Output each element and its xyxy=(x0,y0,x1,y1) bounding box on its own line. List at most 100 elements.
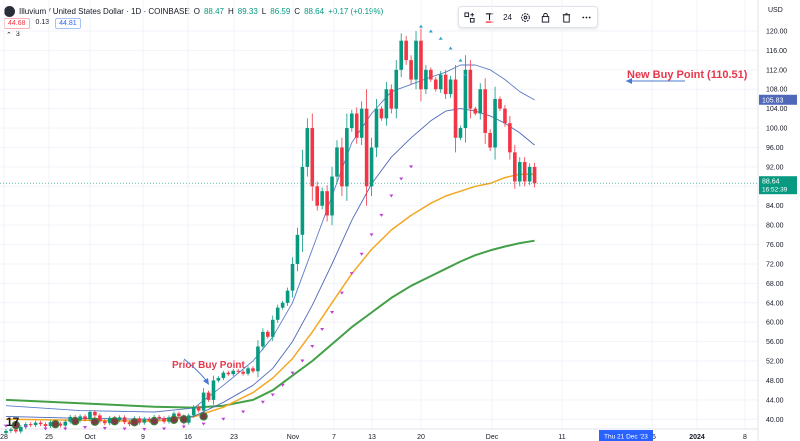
more-options-icon[interactable] xyxy=(580,10,594,24)
candle-body[interactable] xyxy=(107,417,112,424)
candle-body[interactable] xyxy=(354,113,359,138)
price-axis[interactable]: 40.00 44.00 48.00 52.00 56.00 60.00 64.00 68.00… xyxy=(766,28,788,423)
candle-body[interactable] xyxy=(14,429,18,432)
candle-body[interactable] xyxy=(241,371,245,374)
time-axis[interactable]: 2825Oct91623Nov71320Dec112520248Thu 21 D… xyxy=(0,430,747,441)
candle-body[interactable] xyxy=(414,40,418,80)
indicator-toggle[interactable]: ⌃ 3 xyxy=(6,31,20,39)
candle-body[interactable] xyxy=(513,152,517,182)
candle-body[interactable] xyxy=(103,421,107,424)
candle-body[interactable] xyxy=(409,60,413,80)
candle-body[interactable] xyxy=(137,418,142,423)
width-value[interactable]: 24 xyxy=(503,12,512,22)
settings-gear-icon[interactable] xyxy=(518,10,532,24)
candle-body[interactable] xyxy=(532,166,537,184)
candle-body[interactable] xyxy=(206,392,211,400)
buy-button[interactable]: 44.81 xyxy=(55,18,81,29)
candle-body[interactable] xyxy=(246,368,250,374)
candle-body[interactable] xyxy=(473,108,478,114)
candle-body[interactable] xyxy=(522,162,527,182)
candle-body[interactable] xyxy=(122,417,127,423)
candle-body[interactable] xyxy=(196,407,201,411)
candle-body[interactable] xyxy=(43,424,48,427)
candle-body[interactable] xyxy=(147,418,152,421)
candle-body[interactable] xyxy=(162,418,166,422)
prior-buy-point-label[interactable]: Prior Buy Point xyxy=(172,360,245,371)
candle-body[interactable] xyxy=(359,108,364,138)
candle-body[interactable] xyxy=(369,147,374,187)
candle-body[interactable] xyxy=(433,79,438,90)
candle-body[interactable] xyxy=(305,128,310,167)
candle-body[interactable] xyxy=(290,263,295,291)
candle-body[interactable] xyxy=(186,415,191,423)
candle-body[interactable] xyxy=(38,422,43,425)
candle-body[interactable] xyxy=(527,166,532,182)
new-buy-point-label[interactable]: New Buy Point (110.51) xyxy=(627,69,748,81)
candle-body[interactable] xyxy=(93,412,97,416)
candle-body[interactable] xyxy=(488,132,492,148)
candle-body[interactable] xyxy=(221,372,226,379)
candle-body[interactable] xyxy=(88,412,92,420)
candle-body[interactable] xyxy=(270,319,275,337)
candle-body[interactable] xyxy=(508,123,512,153)
candle-body[interactable] xyxy=(216,378,221,381)
candle-body[interactable] xyxy=(142,418,147,423)
candles[interactable] xyxy=(4,28,537,435)
candle-body[interactable] xyxy=(117,417,122,421)
candle-body[interactable] xyxy=(345,128,349,187)
candle-body[interactable] xyxy=(493,98,497,148)
trash-icon[interactable] xyxy=(559,10,573,24)
candle-body[interactable] xyxy=(201,392,206,411)
candle-body[interactable] xyxy=(9,429,13,431)
candle-body[interactable] xyxy=(261,331,265,347)
candle-body[interactable] xyxy=(399,40,403,70)
candle-body[interactable] xyxy=(340,147,344,187)
candle-body[interactable] xyxy=(33,422,38,426)
candle-body[interactable] xyxy=(295,234,300,264)
candle-body[interactable] xyxy=(374,108,379,148)
candle-body[interactable] xyxy=(315,186,320,206)
candle-body[interactable] xyxy=(443,74,448,95)
candle-body[interactable] xyxy=(211,380,216,400)
candle-body[interactable] xyxy=(127,422,132,425)
candle-body[interactable] xyxy=(394,69,399,109)
candle-body[interactable] xyxy=(458,128,463,138)
candle-body[interactable] xyxy=(226,372,231,375)
candle-body[interactable] xyxy=(98,415,102,422)
candle-body[interactable] xyxy=(320,191,324,206)
candle-body[interactable] xyxy=(325,191,329,216)
candle-body[interactable] xyxy=(498,98,502,109)
candle-body[interactable] xyxy=(275,307,280,320)
candle-body[interactable] xyxy=(424,69,428,90)
candle-body[interactable] xyxy=(429,69,433,80)
candle-body[interactable] xyxy=(48,422,53,427)
candle-body[interactable] xyxy=(83,416,87,420)
candle-body[interactable] xyxy=(453,79,458,138)
candle-body[interactable] xyxy=(236,370,240,372)
candle-body[interactable] xyxy=(19,427,23,432)
candle-body[interactable] xyxy=(266,331,270,337)
candle-body[interactable] xyxy=(404,40,408,61)
candle-body[interactable] xyxy=(28,424,33,426)
candle-body[interactable] xyxy=(384,89,389,119)
tradingview-logo[interactable]: 17 xyxy=(6,415,20,429)
candle-body[interactable] xyxy=(468,69,473,109)
chevron-up-icon[interactable]: ⌃ xyxy=(6,32,12,39)
candle-body[interactable] xyxy=(78,416,82,421)
candle-body[interactable] xyxy=(4,430,8,433)
candle-body[interactable] xyxy=(68,416,73,422)
candle-body[interactable] xyxy=(191,407,196,416)
candle-body[interactable] xyxy=(503,108,507,124)
candle-body[interactable] xyxy=(300,166,305,235)
symbol-title[interactable]: Illuvium / United States Dollar · 1D · C… xyxy=(19,6,190,16)
candle-body[interactable] xyxy=(58,423,63,426)
annotations[interactable]: New Buy Point (110.51) Prior Buy Point xyxy=(172,69,748,385)
candle-body[interactable] xyxy=(419,40,423,90)
candle-body[interactable] xyxy=(364,108,369,187)
candle-body[interactable] xyxy=(157,416,161,419)
candle-body[interactable] xyxy=(478,89,483,114)
candle-body[interactable] xyxy=(335,147,339,177)
candle-body[interactable] xyxy=(177,413,181,417)
lock-icon[interactable] xyxy=(539,10,553,24)
